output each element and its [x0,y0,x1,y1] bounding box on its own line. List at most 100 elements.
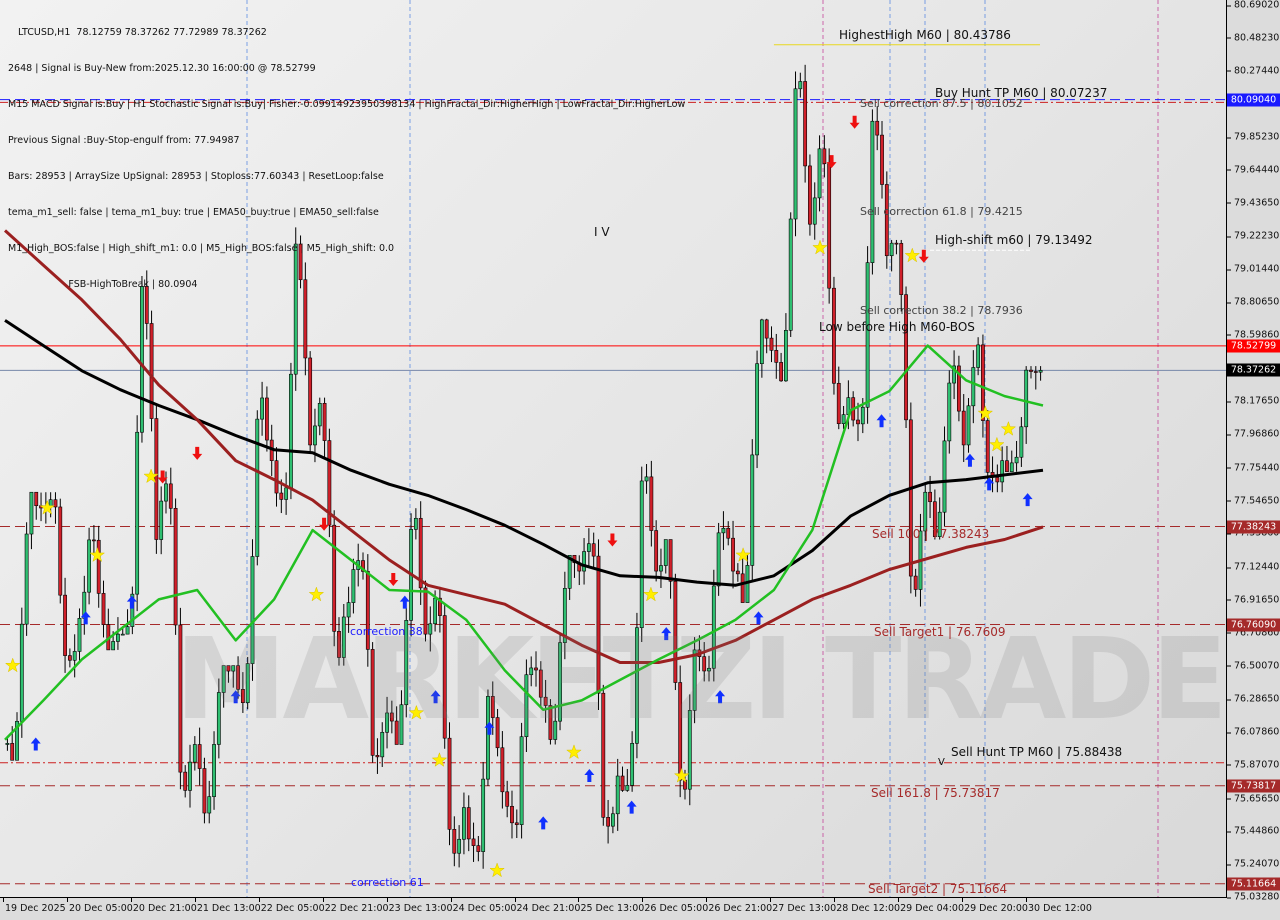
correction-38-label: correction 38 [350,625,423,638]
star-signal-icon [812,239,828,255]
candle-body [774,350,779,363]
candle-body [53,499,58,508]
candle-body [663,539,668,566]
candle-body [586,543,591,552]
time-tick-label: 19 Dec 2025 [3,898,66,914]
price-axis[interactable]: 80.6902080.4823080.2744080.0665079.85230… [1226,0,1280,903]
price-tick-label: 76.50070 [1226,660,1280,672]
time-tick-label: 29 Dec 20:00 [962,898,1028,914]
candle-body [899,243,904,295]
time-tick-label: 23 Dec 13:00 [386,898,453,914]
candle-body [413,517,418,530]
candle-body [961,410,966,446]
star-signal-icon [431,752,448,767]
candle-body [692,649,697,711]
candle-body [548,705,553,740]
price-tick-label: 76.91650 [1226,594,1280,606]
candle-body [562,588,567,643]
candle-body [928,491,932,503]
star-signal-icon [4,657,21,673]
sell-arrow-icon [607,533,618,547]
price-tick-label: 79.01440 [1226,263,1280,275]
candle-body [428,623,433,635]
candle-body [130,593,135,627]
time-tick-label: 24 Dec 05:00 [450,898,517,914]
candle-body [957,365,961,412]
moving-average-line [4,344,1044,741]
candle-body [793,88,798,220]
star-signal-icon [408,704,425,720]
time-tick-label: 28 Dec 12:00 [834,898,901,914]
candle-body [5,743,10,745]
candle-body [966,405,971,446]
candle-body [889,242,894,257]
candle-body [721,527,726,534]
candle-body [519,736,524,825]
chart-plot-area[interactable]: MARKETZI TRADE LTCUSD,H1 78.12759 78.372… [0,0,1227,898]
candle-body [606,817,610,827]
price-level-badge: 78.52799 [1227,339,1280,353]
candle-body [880,134,884,185]
candle-body [490,696,495,718]
sell-target1-label: Sell Target1 | 76.7609 [874,625,1006,639]
candle-body [784,330,788,382]
candle-body [788,218,793,331]
candle-body [740,573,745,603]
candle-body [284,487,289,500]
candle-body [808,165,812,225]
candle-body [942,440,947,513]
candle-body [707,667,711,672]
candle-body [495,717,500,749]
star-signal-icon [904,247,921,263]
candle-body [856,419,860,425]
candle-body [92,539,96,542]
candle-body [77,618,82,652]
candle-body [908,419,913,577]
time-tick-label: 27 Dec 13:00 [770,898,837,914]
candle-body [1038,370,1043,373]
buy-arrow-icon [538,816,549,830]
buy-arrow-icon [626,800,637,814]
candle-body [1000,460,1005,483]
buy-arrow-icon [984,477,995,491]
buy-arrow-icon [753,611,764,625]
candle-body [48,499,53,507]
candle-body [471,838,476,846]
info-line-bars: Bars: 28953 | ArraySize UpSignal: 28953 … [8,171,384,182]
candle-body [500,747,505,793]
watermark: MARKETZI TRADE [175,615,1226,745]
sell-arrow-icon [157,470,168,484]
price-tick-label: 76.70860 [1226,627,1280,639]
candle-body [418,517,423,589]
time-tick-label: 24 Dec 21:00 [514,898,581,914]
candle-body [154,418,159,540]
candle-body [952,365,956,384]
correction-61-label: correction 61 [351,876,424,889]
star-signal-icon [39,499,56,515]
info-line-macd: M15 MACD Signal is:Buy | H1 Stochastic S… [8,99,686,110]
star-signal-icon [642,586,659,602]
time-axis[interactable]: 19 Dec 2025 20 Dec 05:00 20 Dec 21:00 21 De… [0,898,1226,920]
candle-body [67,655,72,661]
candle-body [769,337,774,351]
candle-body [202,768,207,814]
price-tick-label: 78.17650 [1226,395,1280,407]
candle-body [226,665,231,672]
price-tick-label: 78.59860 [1226,329,1280,341]
candle-body [884,184,889,257]
candle-body [389,712,394,722]
candle-body [759,319,764,365]
buy-arrow-icon [30,737,41,751]
candle-body [995,477,1000,483]
candle-body [875,120,880,136]
wave-iv-label: I V [594,225,610,239]
candle-body [370,649,375,756]
price-tick-label: 79.64440 [1226,164,1280,176]
star-signal-icon [89,547,106,563]
indicator-info-panel: LTCUSD,H1 78.12759 78.37262 77.72989 78.… [8,3,685,315]
candle-body [34,491,39,506]
star-signal-icon [566,744,582,760]
candle-body [841,414,846,425]
candle-body [591,543,596,557]
time-tick-label: 22 Dec 05:00 [258,898,325,914]
